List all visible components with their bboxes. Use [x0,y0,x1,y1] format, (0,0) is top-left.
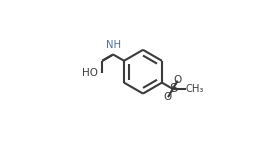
Text: CH₃: CH₃ [186,84,204,94]
Text: NH: NH [106,40,121,50]
Text: O: O [164,92,172,103]
Text: S: S [169,83,177,95]
Text: HO: HO [82,68,98,78]
Text: O: O [174,75,182,85]
